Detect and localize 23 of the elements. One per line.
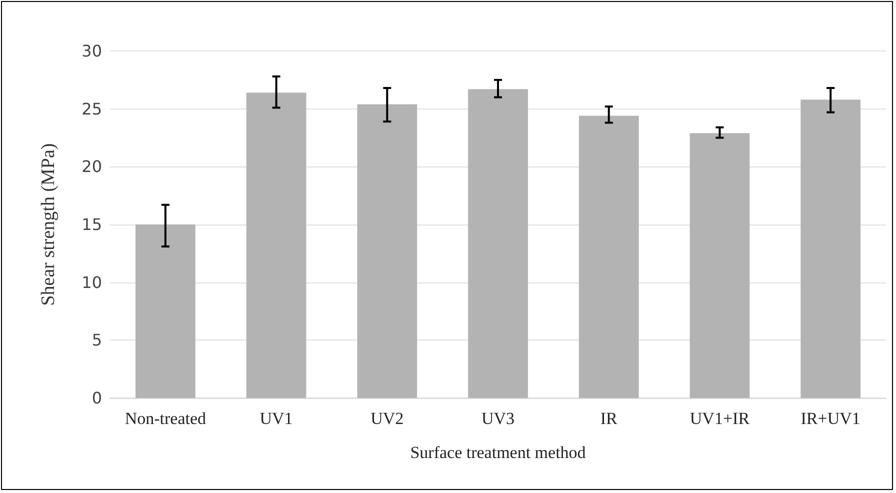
- x-tick-label: IR+UV1: [800, 409, 860, 428]
- bar: [690, 133, 750, 398]
- y-tick-label: 20: [82, 157, 102, 176]
- x-axis-title: Surface treatment method: [410, 443, 586, 462]
- x-tick-label: UV1: [260, 409, 293, 428]
- y-axis-title: Shear strength (MPa): [38, 143, 59, 306]
- y-tick-label: 25: [82, 99, 102, 118]
- bar: [246, 92, 306, 398]
- x-tick-label: UV2: [370, 409, 404, 428]
- x-tick-label: UV3: [481, 409, 515, 428]
- y-tick-label: 0: [92, 388, 102, 408]
- bar: [578, 116, 639, 398]
- bar: [800, 100, 861, 398]
- x-tick-label: UV1+IR: [690, 409, 750, 428]
- y-tick-label: 10: [82, 272, 102, 292]
- y-tick-label: 15: [82, 215, 102, 234]
- y-tick-label: 30: [82, 42, 102, 60]
- bar: [468, 89, 528, 398]
- x-tick-label: Non-treated: [124, 409, 207, 428]
- y-tick-label: 5: [92, 330, 102, 350]
- bar: [135, 224, 196, 398]
- bar: [357, 104, 418, 398]
- x-tick-label: IR: [600, 409, 618, 428]
